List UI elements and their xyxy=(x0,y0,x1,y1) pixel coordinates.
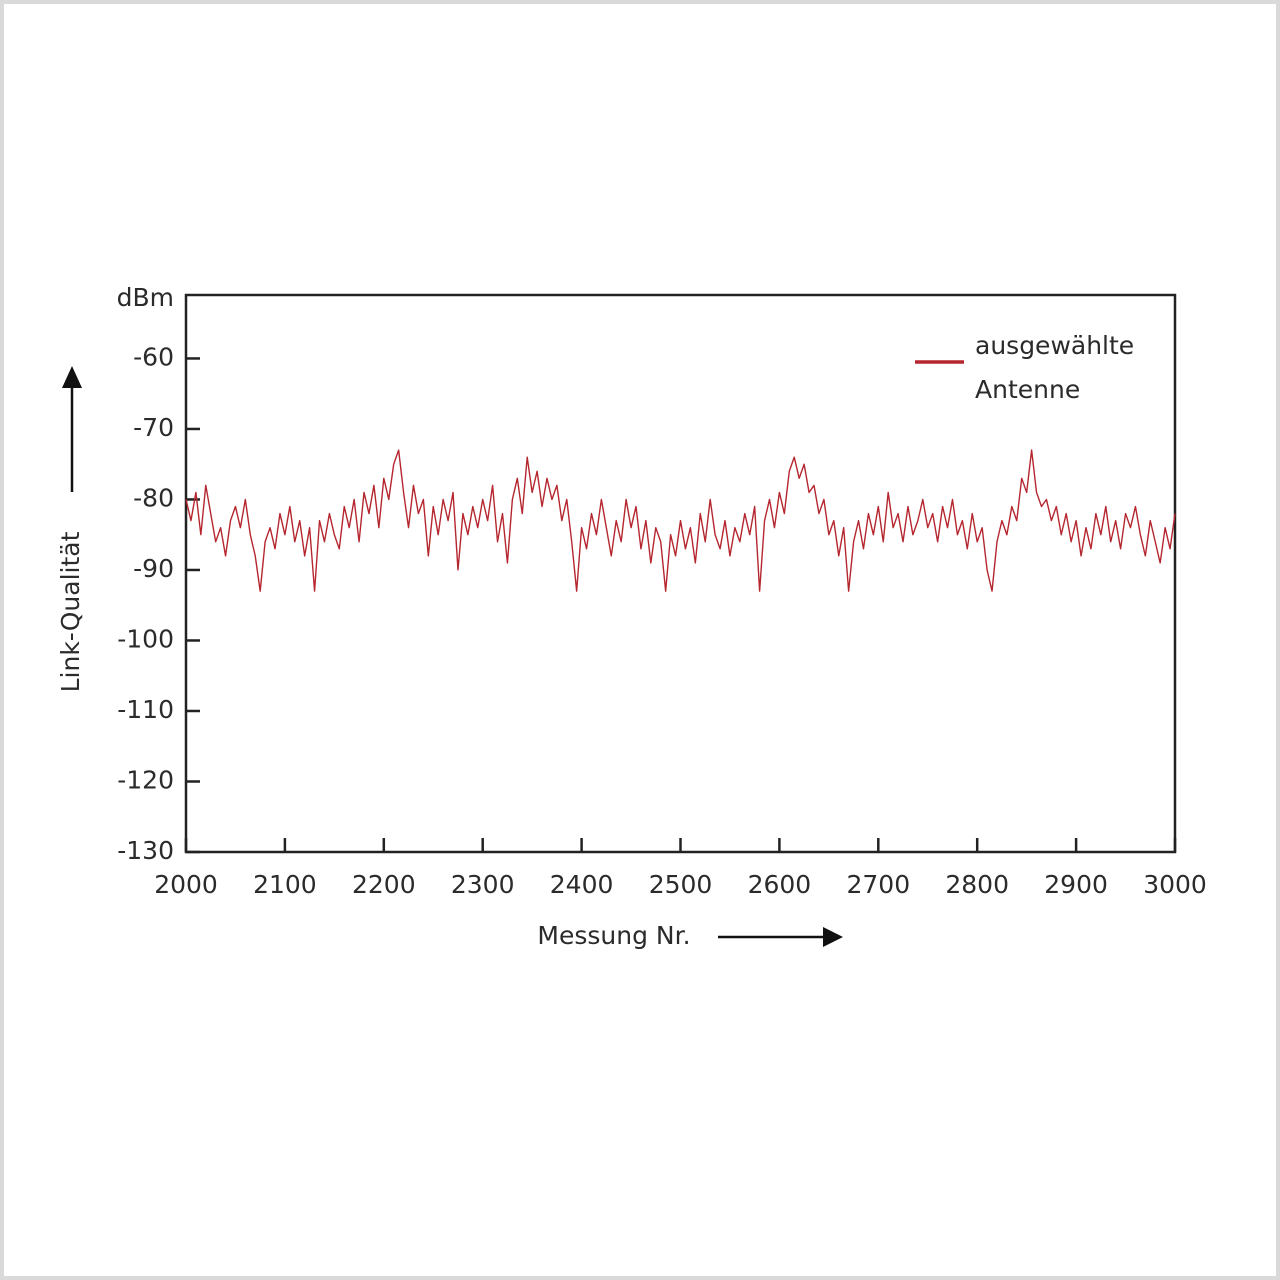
x-tick-label: 2400 xyxy=(550,870,614,899)
x-axis-label: Messung Nr. xyxy=(537,921,690,950)
x-tick-label: 2500 xyxy=(649,870,713,899)
x-tick-label: 2200 xyxy=(352,870,416,899)
y-tick-label: -90 xyxy=(133,554,174,583)
y-unit: dBm xyxy=(117,283,174,312)
x-tick-label: 2000 xyxy=(154,870,218,899)
x-tick-label: 2900 xyxy=(1044,870,1108,899)
legend-label: ausgewählte Antenne xyxy=(975,331,1135,404)
x-tick-label: 2800 xyxy=(945,870,1009,899)
x-arrow-head xyxy=(823,927,843,947)
y-tick-label: -70 xyxy=(133,413,174,442)
y-tick-label: -100 xyxy=(117,624,174,653)
x-tick-label: 2600 xyxy=(748,870,812,899)
y-tick-label: -130 xyxy=(117,836,174,865)
x-tick-label: 2700 xyxy=(846,870,910,899)
x-tick-label: 2300 xyxy=(451,870,515,899)
x-tick-label: 3000 xyxy=(1143,870,1207,899)
x-tick-label: 2100 xyxy=(253,870,317,899)
y-tick-label: -80 xyxy=(133,483,174,512)
data-line xyxy=(185,449,1176,592)
y-axis-label: Link-Qualität xyxy=(56,531,85,692)
y-tick-label: -60 xyxy=(133,342,174,371)
y-tick-label: -110 xyxy=(117,695,174,724)
y-tick-label: -120 xyxy=(117,765,174,794)
y-arrow-head xyxy=(62,366,82,388)
